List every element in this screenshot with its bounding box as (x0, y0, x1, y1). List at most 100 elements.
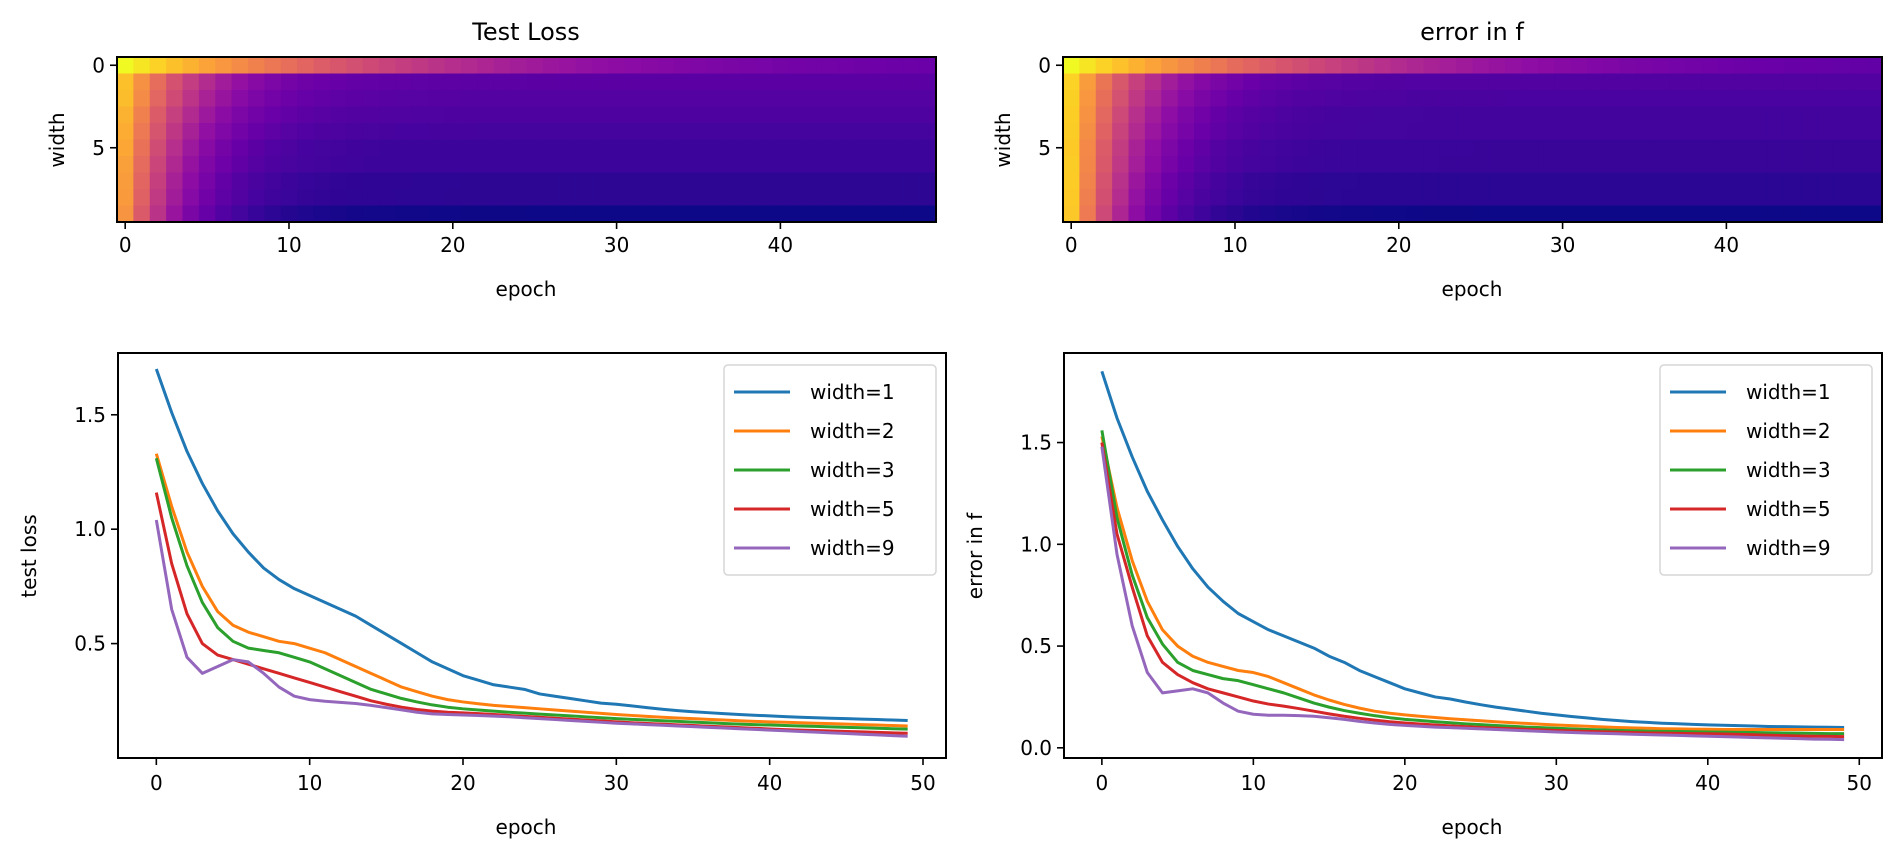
heatmap-cell (575, 57, 593, 75)
heatmap-cell (1259, 172, 1277, 190)
heatmap-cell (526, 90, 544, 108)
heatmap-cell (1292, 73, 1310, 91)
heatmap-cell (854, 90, 872, 108)
heatmap-cell (428, 123, 446, 141)
heatmap-cell (657, 189, 675, 207)
heatmap-cell (673, 90, 691, 108)
heatmap-cell (1767, 90, 1785, 108)
heatmap-cell (379, 106, 397, 124)
heatmap-cell (1226, 139, 1244, 157)
heatmap-cell (641, 156, 659, 174)
heatmap-cell (493, 139, 511, 157)
heatmap-cell (1275, 205, 1293, 223)
heatmap-cell (1325, 90, 1343, 108)
heatmap-cell (1750, 172, 1768, 190)
heatmap-cell (1341, 57, 1359, 75)
heatmap-cell (1816, 73, 1834, 91)
heatmap-cell (1832, 57, 1850, 75)
heatmap-cell (821, 90, 839, 108)
heatmap-cell (264, 205, 282, 223)
x-tick-label: 30 (604, 771, 629, 795)
heatmap-cell (1063, 156, 1080, 174)
heatmap-cell (198, 106, 216, 124)
heatmap-cell (1750, 205, 1768, 223)
heatmap-cell (1505, 189, 1523, 207)
heatmap-cell (248, 139, 266, 157)
y-axis-label: test loss (17, 514, 41, 597)
heatmap-cell (821, 57, 839, 75)
heatmap-cell (215, 189, 233, 207)
heatmap-cell (542, 172, 560, 190)
heatmap-cell (1619, 90, 1637, 108)
heatmap-cell (542, 156, 560, 174)
heatmap-cell (1750, 73, 1768, 91)
heatmap-cell (1701, 156, 1719, 174)
heatmap-cell (1767, 172, 1785, 190)
plot-frame (117, 352, 947, 759)
heatmap-cell (1521, 57, 1539, 75)
line-chart-test-loss: 0 10 20 30 40 50 0.51.01.5 width=1width=2widt… (17, 352, 947, 839)
heatmap-cell (313, 156, 331, 174)
heatmap-cell (1783, 123, 1801, 141)
heatmap-cell (788, 57, 806, 75)
heatmap-cell (575, 172, 593, 190)
heatmap-cell (379, 90, 397, 108)
heatmap-cell (1538, 106, 1555, 124)
heatmap-cell (215, 156, 233, 174)
heatmap-cell (592, 73, 609, 91)
heatmap-cell (1718, 189, 1736, 207)
heatmap-cell (1226, 123, 1244, 141)
heatmap-cell (1095, 189, 1113, 207)
legend-label: width=9 (1746, 536, 1831, 560)
heatmap-cell (837, 189, 855, 207)
heatmap-cell (1505, 123, 1523, 141)
heatmap-cell (542, 57, 560, 75)
heatmap-cell (362, 156, 380, 174)
heatmap-cell (362, 139, 380, 157)
heatmap-cell (1652, 106, 1670, 124)
heatmap-cell (428, 106, 446, 124)
heatmap-cell (837, 139, 855, 157)
heatmap-cell (854, 139, 872, 157)
heatmap-cell (379, 57, 397, 75)
heatmap-cell (313, 57, 331, 75)
heatmap-cell (1112, 73, 1130, 91)
heatmap-cell (1521, 172, 1539, 190)
heatmap-cell (1521, 90, 1539, 108)
heatmap-cell (1390, 139, 1408, 157)
series-line-width-2 (1100, 436, 1845, 732)
heatmap-cell (1800, 90, 1818, 108)
heatmap-cell (755, 139, 773, 157)
heatmap-cell (673, 57, 691, 75)
heatmap-cell (1308, 90, 1326, 108)
heatmap-cell (592, 90, 609, 108)
heatmap-cell (673, 189, 691, 207)
heatmap-cell (821, 156, 839, 174)
heatmap-cell (673, 139, 691, 157)
heatmap-cell (608, 123, 626, 141)
heatmap-cell (1767, 156, 1785, 174)
heatmap-cell (1832, 156, 1850, 174)
heatmap-cell (1456, 90, 1474, 108)
heatmap-cell (1636, 205, 1654, 223)
heatmap-cell (329, 189, 347, 207)
heatmap-cell (329, 73, 347, 91)
heatmap-cell (1259, 139, 1277, 157)
heatmap-cell (542, 205, 560, 223)
heatmap-cell (608, 189, 626, 207)
heatmap-cell (1488, 205, 1506, 223)
heatmap-cell (182, 172, 200, 190)
heatmap-cell (1472, 90, 1490, 108)
heatmap-cell (231, 189, 249, 207)
heatmap-cell (444, 172, 462, 190)
heatmap-cell (149, 139, 167, 157)
heatmap-cell (1341, 189, 1359, 207)
heatmap-cell (1767, 57, 1785, 75)
heatmap-cell (444, 90, 462, 108)
heatmap-cell (1800, 73, 1818, 91)
heatmap-cell (1243, 156, 1261, 174)
heatmap-cell (1849, 156, 1867, 174)
heatmap-cell (1259, 90, 1277, 108)
heatmap-cell (1325, 106, 1343, 124)
heatmap-cell (182, 123, 200, 141)
